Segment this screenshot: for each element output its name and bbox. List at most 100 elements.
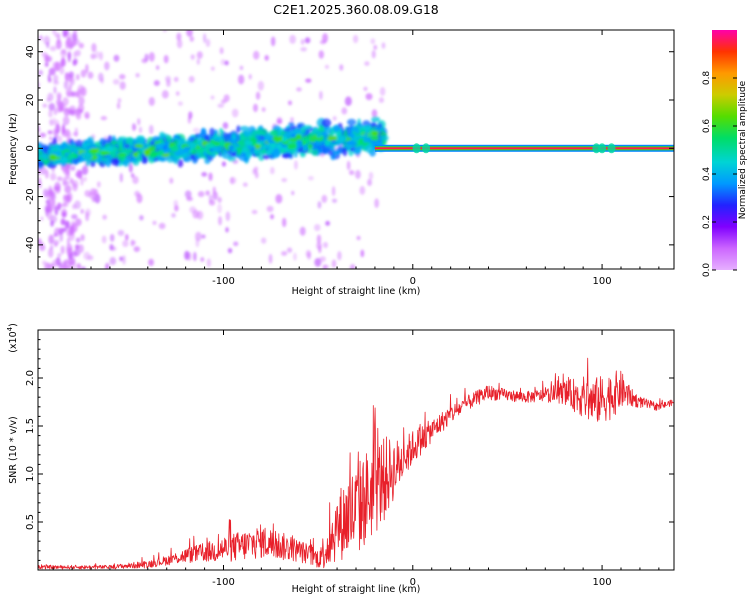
band-cell <box>243 129 251 137</box>
noise-speck <box>304 37 311 44</box>
noise-speck <box>275 194 283 204</box>
noise-speck <box>188 75 195 83</box>
noise-speck <box>89 188 97 196</box>
noise-speck <box>331 186 336 197</box>
noise-speck <box>52 30 57 36</box>
band-cell <box>355 148 361 153</box>
noise-speck <box>163 54 169 64</box>
noise-speck <box>70 76 74 84</box>
noise-speck <box>217 203 222 214</box>
noise-speck <box>54 242 58 247</box>
noise-speck <box>66 76 70 85</box>
noise-speck <box>299 226 306 236</box>
noise-speck <box>217 103 225 108</box>
noise-speck <box>73 131 79 137</box>
noise-speck <box>242 182 248 187</box>
noise-speck <box>87 71 94 79</box>
noise-speck <box>371 109 378 118</box>
noise-speck <box>196 51 203 59</box>
band-cell <box>272 148 281 158</box>
colorbar-tick-label: 0.2 <box>702 215 712 229</box>
noise-speck <box>49 119 54 126</box>
noise-speck <box>371 50 376 59</box>
bright-blob <box>61 149 72 153</box>
noise-speck <box>264 55 269 61</box>
band-cell <box>311 147 319 157</box>
bright-blob <box>157 149 165 156</box>
bright-blob <box>183 146 190 153</box>
noise-speck <box>184 250 190 260</box>
noise-speck <box>270 36 276 47</box>
noise-speck <box>203 33 207 43</box>
snr-ytick-label: 1.0 <box>25 466 36 482</box>
noise-speck <box>80 177 84 186</box>
band-cell <box>262 154 270 160</box>
noise-speck <box>112 78 120 85</box>
noise-speck <box>158 222 166 230</box>
noise-speck <box>71 251 78 258</box>
noise-speck <box>91 43 97 53</box>
noise-speck <box>189 206 197 214</box>
noise-speck <box>55 39 62 50</box>
noise-speck <box>57 202 61 211</box>
carrier-knot <box>422 143 431 154</box>
noise-speck <box>132 176 139 185</box>
band-cell <box>210 152 216 157</box>
band-cell <box>226 134 233 140</box>
spectrogram-xlabel: Height of straight line (km) <box>292 286 421 297</box>
noise-speck <box>359 185 366 195</box>
spec-xtick-label: -100 <box>212 276 235 287</box>
noise-speck <box>73 30 78 35</box>
noise-speck <box>169 177 174 184</box>
noise-speck <box>100 115 108 121</box>
noise-speck <box>352 34 359 44</box>
noise-speck <box>60 218 66 226</box>
band-cell <box>101 158 112 165</box>
noise-speck <box>281 178 288 183</box>
noise-speck <box>81 165 89 175</box>
noise-speck <box>319 256 326 263</box>
noise-speck <box>38 69 44 76</box>
noise-speck <box>57 228 65 235</box>
noise-speck <box>139 215 144 221</box>
band-cell <box>89 140 94 146</box>
band-cell <box>205 153 211 159</box>
bright-blob <box>177 148 185 156</box>
spectrogram-marks <box>38 30 674 269</box>
noise-speck <box>322 264 330 269</box>
band-cell <box>277 131 282 137</box>
noise-speck <box>54 32 61 38</box>
noise-speck <box>52 61 57 71</box>
band-cell <box>135 155 143 162</box>
noise-speck <box>61 211 67 218</box>
noise-speck <box>76 262 81 269</box>
noise-speck <box>270 214 274 220</box>
noise-speck <box>294 160 298 170</box>
noise-speck <box>102 214 107 220</box>
noise-speck <box>379 87 386 96</box>
noise-speck <box>318 245 322 254</box>
noise-speck <box>38 177 42 185</box>
noise-speck <box>83 176 87 182</box>
noise-speck <box>201 234 206 239</box>
noise-speck <box>268 253 273 264</box>
noise-speck <box>96 181 101 188</box>
noise-speck <box>318 50 325 59</box>
noise-speck <box>177 101 183 106</box>
band-cell <box>200 128 207 139</box>
noise-speck <box>189 36 195 42</box>
noise-speck <box>218 216 223 226</box>
bright-blob <box>238 139 247 147</box>
noise-speck <box>54 61 62 72</box>
band-cell <box>236 125 241 133</box>
noise-speck <box>173 199 179 207</box>
noise-speck <box>192 127 200 133</box>
noise-speck <box>63 202 69 208</box>
noise-speck <box>269 166 275 175</box>
noise-speck <box>321 194 328 203</box>
noise-speck <box>46 97 51 103</box>
noise-speck <box>66 247 71 256</box>
noise-speck <box>78 42 85 49</box>
noise-speck <box>254 171 259 179</box>
band-cell <box>236 145 243 153</box>
